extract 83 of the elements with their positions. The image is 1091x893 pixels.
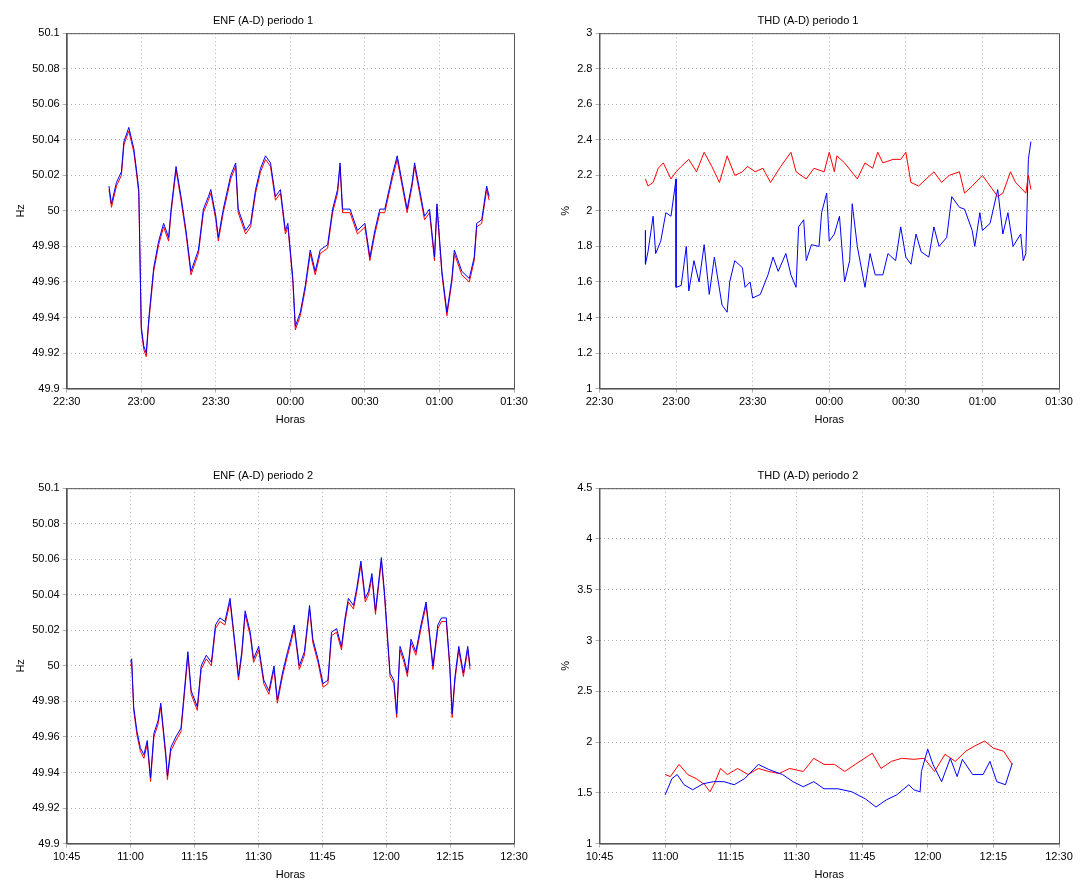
y-tick-label: 49.96 [32,730,60,743]
y-tick-label: 49.94 [32,765,60,778]
x-tick-label: 12:00 [372,850,400,863]
x-tick-label: 01:30 [1045,395,1073,408]
chart-title: THD (A-D) periodo 2 [757,468,859,481]
y-tick-label: 2 [586,735,593,748]
x-tick-label: 12:00 [913,850,942,863]
y-tick-label: 3 [586,26,593,39]
x-axis-title: Horas [275,413,306,426]
y-tick-label: 50.1 [38,481,60,494]
x-tick-label: 12:15 [436,850,464,863]
x-tick-label: 10:45 [52,850,81,863]
x-tick-label: 01:00 [968,395,997,408]
x-tick-label: 12:15 [979,850,1008,863]
y-tick-label: 1.6 [577,275,593,288]
x-tick-label: 11:00 [117,850,144,863]
y-tick-label: 50.06 [32,552,60,565]
y-tick-label: 4 [586,532,593,544]
y-tick-label: 2.5 [577,684,593,697]
x-axis-title: Horas [814,413,845,426]
y-tick-label: 1.5 [577,785,593,798]
y-tick-label: 1.4 [577,310,593,323]
y-tick-label: 50.08 [32,516,60,529]
y-tick-label: 49.98 [32,239,60,252]
y-tick-label: 49.98 [32,694,60,707]
x-tick-label: 23:30 [202,395,230,408]
x-tick-label: 11:45 [308,850,336,863]
x-tick-label: 12:30 [500,850,528,863]
y-axis-title: Hz [13,204,26,218]
y-tick-label: 49.92 [32,346,60,359]
x-tick-label: 00:00 [815,395,844,408]
y-tick-label: 50.02 [32,623,60,636]
y-tick-label: 49.96 [32,275,60,288]
y-tick-label: 50.04 [32,132,60,145]
x-tick-label: 01:30 [500,395,528,408]
x-axis-title: Horas [814,868,845,881]
x-tick-label: 22:30 [52,395,81,408]
y-tick-label: 49.9 [38,381,60,394]
y-tick-label: 1 [586,381,593,394]
x-tick-label: 23:30 [738,395,767,408]
y-tick-label: 50.02 [32,168,60,181]
y-tick-label: 50.04 [32,587,60,600]
y-tick-label: 3 [586,633,593,646]
y-axis-title: Hz [13,659,26,673]
x-tick-label: 11:45 [848,850,876,863]
y-axis-title: % [558,660,571,671]
y-tick-label: 3.5 [577,582,593,595]
y-axis-title: % [558,205,571,216]
y-tick-label: 2.4 [577,132,593,145]
y-tick-label: 1.8 [577,239,593,252]
y-tick-label: 50.08 [32,61,60,74]
x-tick-label: 11:30 [245,850,272,863]
y-tick-label: 4.5 [577,481,593,494]
y-tick-label: 50 [47,658,60,671]
x-tick-label: 11:15 [717,850,745,863]
x-tick-label: 00:30 [892,395,920,408]
y-tick-label: 1 [586,836,593,849]
x-tick-label: 11:15 [181,850,208,863]
x-tick-label: 00:30 [351,395,379,408]
y-tick-label: 2.2 [577,168,593,181]
y-tick-label: 49.9 [38,836,60,849]
chart-title: ENF (A-D) periodo 2 [212,468,314,481]
x-tick-label: 00:00 [276,395,305,408]
chart-title: ENF (A-D) periodo 1 [212,13,314,26]
y-tick-label: 1.2 [577,346,593,359]
y-tick-label: 50 [47,203,60,216]
x-tick-label: 12:30 [1045,850,1073,863]
y-tick-label: 2.6 [577,97,593,110]
y-tick-label: 49.92 [32,801,60,814]
x-tick-label: 23:00 [127,395,156,408]
x-axis-title: Horas [275,868,306,881]
y-tick-label: 49.94 [32,310,60,323]
x-tick-label: 11:00 [651,850,679,863]
y-tick-label: 2 [586,203,593,216]
x-tick-label: 23:00 [662,395,690,408]
y-tick-label: 2.8 [577,61,593,74]
y-tick-label: 50.06 [32,97,60,110]
chart-title: THD (A-D) periodo 1 [757,13,859,26]
x-tick-label: 01:00 [425,395,454,408]
y-tick-label: 50.1 [38,26,60,39]
x-tick-label: 10:45 [585,850,614,863]
x-tick-label: 11:30 [783,850,810,863]
x-tick-label: 22:30 [585,395,614,408]
